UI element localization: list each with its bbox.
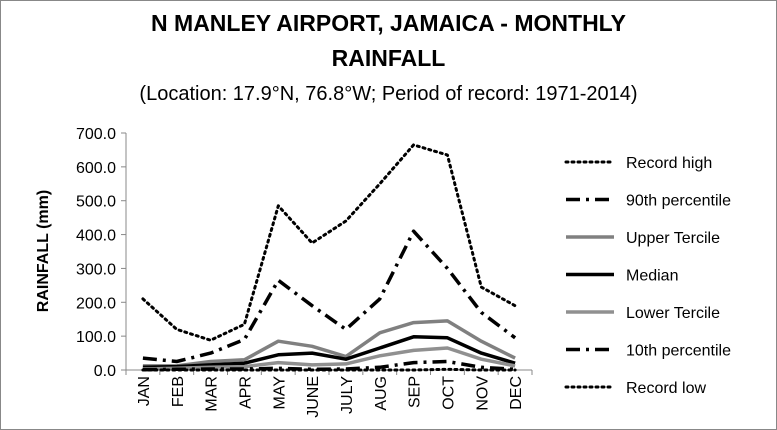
- series-line-record-low: [141, 367, 517, 372]
- y-tick-label: 400.0: [76, 228, 116, 245]
- x-tick-label: JUNE: [305, 376, 322, 418]
- y-tick-label: 700.0: [76, 126, 116, 143]
- y-tick-label: 100.0: [76, 329, 116, 346]
- y-tick-label: 500.0: [76, 194, 116, 211]
- chart-subtitle: (Location: 17.9°N, 76.8°W; Period of rec…: [139, 83, 638, 105]
- x-tick-label: OCT: [440, 376, 457, 410]
- x-tick-label: SEP: [407, 376, 424, 408]
- y-tick-label: 0.0: [94, 363, 116, 380]
- x-tick-label: MAR: [204, 376, 221, 412]
- series-line-upper-tercile: [142, 319, 516, 368]
- x-tick-label: APR: [237, 376, 254, 409]
- y-tick-label: 200.0: [76, 295, 116, 312]
- legend-label: 10th percentile: [626, 343, 731, 360]
- y-tick-label: 600.0: [76, 160, 116, 177]
- series-line-median: [142, 335, 516, 370]
- series-line-90th-percentile: [142, 229, 517, 364]
- x-tick-label: JULY: [339, 376, 356, 414]
- legend-label: 90th percentile: [626, 193, 731, 210]
- x-tick-label: MAY: [271, 376, 288, 410]
- x-tick-label: FEB: [170, 376, 187, 407]
- x-tick-label: AUG: [373, 376, 390, 411]
- x-tick-label: JAN: [136, 376, 153, 406]
- x-tick-label: DEC: [508, 376, 525, 410]
- legend-label: Lower Tercile: [626, 305, 720, 322]
- legend-label: Record high: [626, 155, 712, 172]
- y-axis-label: RAINFALL (mm): [35, 190, 52, 312]
- x-tick-label: NOV: [474, 376, 491, 411]
- y-tick-label: 300.0: [76, 261, 116, 278]
- chart-title-line-1: N MANLEY AIRPORT, JAMAICA - MONTHLY: [151, 10, 626, 36]
- legend-label: Upper Tercile: [626, 230, 720, 247]
- legend-label: Record low: [626, 380, 706, 397]
- series-line-record-high: [141, 143, 517, 342]
- chart-title-line-2: RAINFALL: [331, 45, 446, 71]
- legend-label: Median: [626, 268, 678, 285]
